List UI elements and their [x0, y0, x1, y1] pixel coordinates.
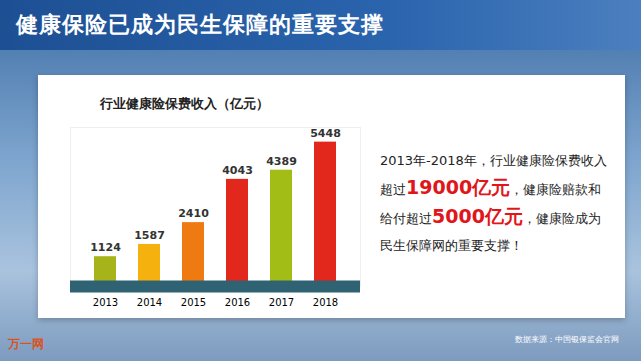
html-text:2013年-2018年，行业健康险保费收入超过19000亿元: 2013年-2018年，行业健康险保费收入超过19000亿元，健康险赔款和给付超…: [380, 153, 607, 253]
svg-text:2018: 2018: [313, 297, 338, 308]
svg-text:2014: 2014: [137, 297, 162, 308]
html-text:万一网: 万一网: [8, 337, 44, 351]
svg-text:2017: 2017: [269, 297, 294, 308]
svg-text:2410: 2410: [178, 207, 209, 220]
html-text:健康保险已成为民生保障的重要支撑: 健康保险已成为民生保障的重要支撑: [16, 12, 384, 37]
svg-text:5448: 5448: [310, 127, 341, 140]
svg-text:2013: 2013: [93, 297, 118, 308]
html-text:数据来源：中国银保监会官网: 数据来源：中国银保监会官网: [515, 335, 619, 344]
svg-text:2016: 2016: [225, 297, 250, 308]
svg-text:1124: 1124: [90, 241, 121, 254]
svg-text:2015: 2015: [181, 297, 206, 308]
html-text:行业健康险保费收入（亿元）: 行业健康险保费收入（亿元）: [100, 96, 269, 111]
svg-text:4389: 4389: [266, 155, 297, 168]
svg-text:4043: 4043: [222, 164, 253, 177]
svg-text:1587: 1587: [134, 229, 165, 242]
